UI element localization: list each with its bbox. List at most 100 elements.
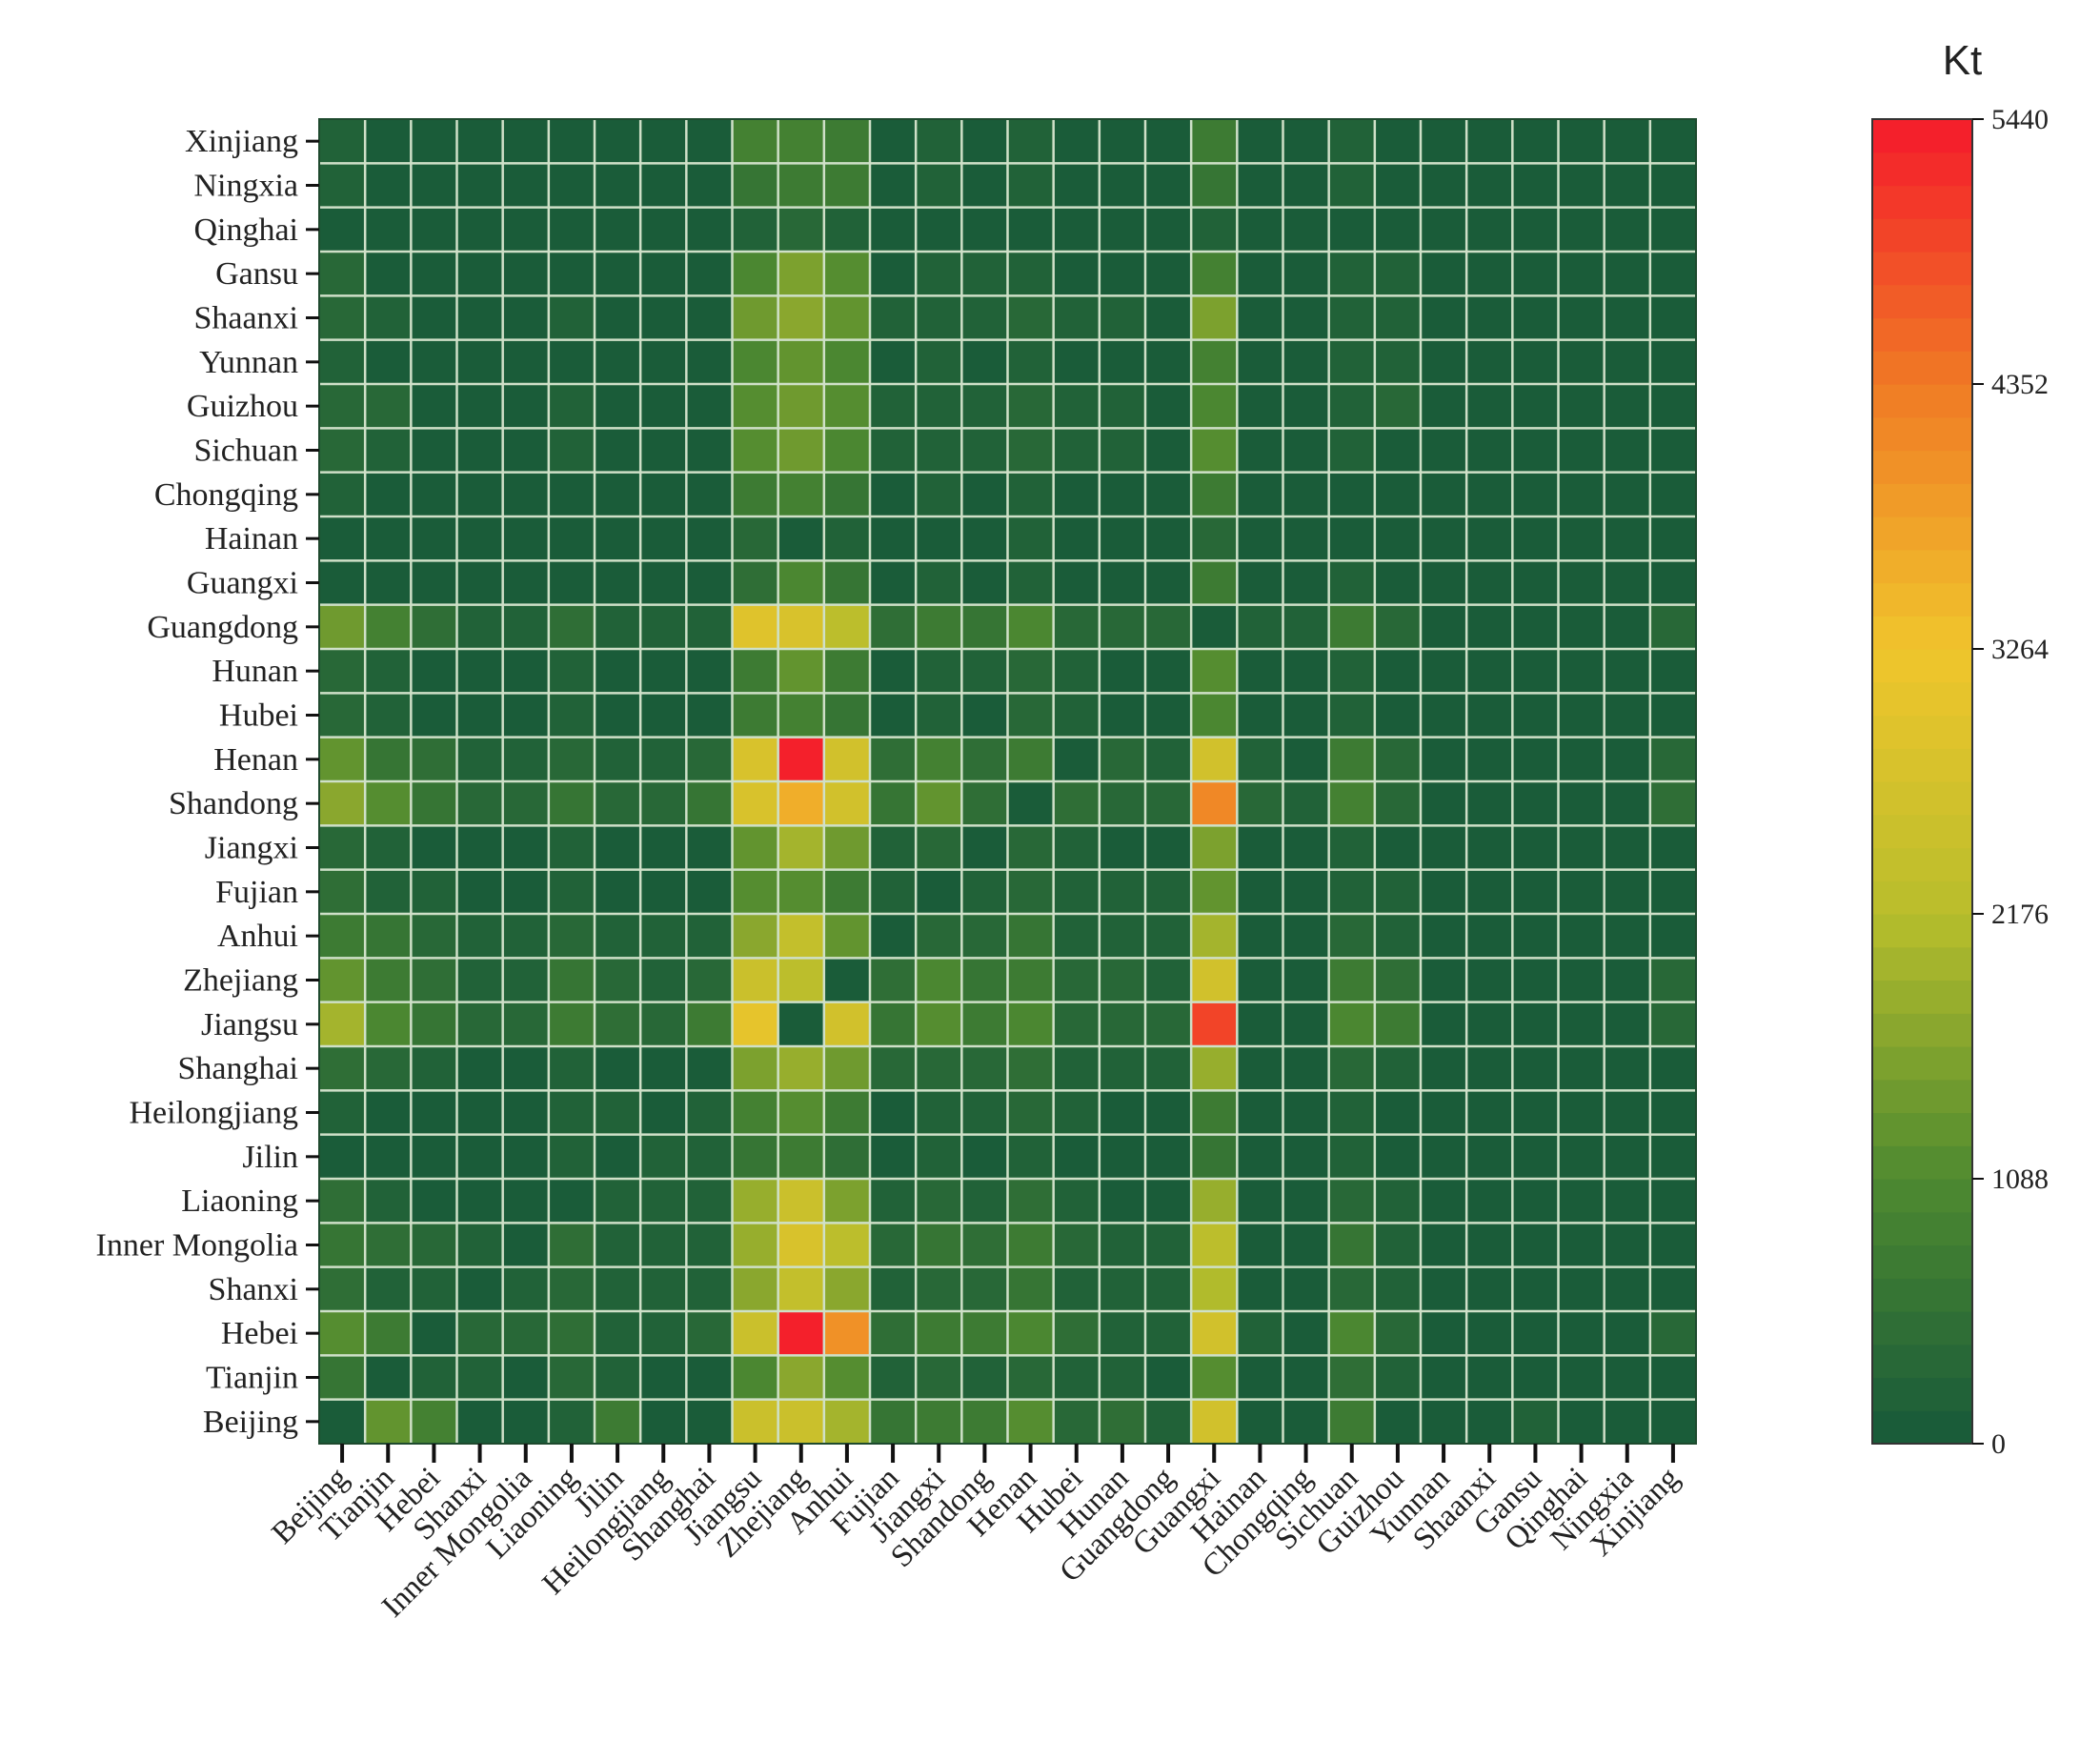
heatmap-cell-shandong-chongqing [1282, 781, 1329, 826]
heatmap-cell-guangdong-anhui [823, 604, 870, 649]
heatmap-cell-shaanxi-hunan [1099, 295, 1145, 340]
heatmap-cell-hebei-guizhou [1374, 1311, 1421, 1356]
colorbar-band [1872, 914, 1972, 948]
heatmap-cell-ningxia-yunnan [1421, 163, 1467, 208]
heatmap-cell-guangdong-shandong [961, 604, 1008, 649]
colorbar-band [1872, 218, 1972, 253]
heatmap-cell-qinghai-qinghai [1558, 207, 1605, 252]
heatmap-cell-shaanxi-anhui [823, 295, 870, 340]
heatmap-cell-tianjin-henan [1007, 1355, 1054, 1400]
heatmap-cell-hunan-guizhou [1374, 649, 1421, 694]
heatmap-cell-gansu-hainan [1237, 252, 1283, 296]
heatmap-cell-gansu-liaoning [548, 252, 595, 296]
heatmap-cell-chongqing-sichuan [1328, 472, 1375, 516]
heatmap-cell-jilin-shaanxi [1466, 1134, 1513, 1179]
heatmap-cell-shanxi-qinghai [1558, 1266, 1605, 1311]
heatmap-cell-ningxia-hebei [411, 163, 457, 208]
heatmap-cell-shandong-heilongjiang [640, 781, 687, 826]
heatmap-cell-yunnan-hunan [1099, 339, 1145, 384]
heatmap-cell-hunan-shanghai [686, 649, 733, 694]
heatmap-cell-shanghai-guangdong [1145, 1046, 1192, 1091]
heatmap-cell-shandong-sichuan [1328, 781, 1375, 826]
y-tick-label: Hebei [221, 1316, 298, 1351]
heatmap-cell-jiangxi-sichuan [1328, 825, 1375, 870]
heatmap-cell-heilongjiang-hebei [411, 1090, 457, 1135]
heatmap-cell-guizhou-hebei [411, 384, 457, 429]
heatmap-cell-ningxia-chongqing [1282, 163, 1329, 208]
y-tick-label: Shanxi [209, 1272, 298, 1307]
heatmap-cell-sichuan-heilongjiang [640, 428, 687, 473]
heatmap-cell-beijing-yunnan [1421, 1399, 1467, 1444]
heatmap-cell-jiangxi-yunnan [1421, 825, 1467, 870]
heatmap-cell-hainan-zhejiang [777, 516, 824, 561]
heatmap-cell-shanxi-zhejiang [777, 1266, 824, 1311]
heatmap-cell-guizhou-fujian [870, 384, 917, 429]
heatmap-cell-xinjiang-guangdong [1145, 119, 1192, 164]
heatmap-cell-guizhou-shanghai [686, 384, 733, 429]
heatmap-cell-fujian-jiangsu [732, 869, 778, 914]
heatmap-cell-beijing-heilongjiang [640, 1399, 687, 1444]
heatmap-cell-jiangxi-chongqing [1282, 825, 1329, 870]
heatmap-cell-shanxi-ningxia [1604, 1266, 1650, 1311]
heatmap-cell-hunan-shandong [961, 649, 1008, 694]
heatmap-cell-guizhou-shanxi [456, 384, 503, 429]
heatmap-cell-fujian-chongqing [1282, 869, 1329, 914]
heatmap-cell-jilin-jiangsu [732, 1134, 778, 1179]
heatmap-cell-shanxi-guangxi [1191, 1266, 1238, 1311]
heatmap-cell-jiangsu-hunan [1099, 1002, 1145, 1046]
heatmap-cell-hubei-shanghai [686, 693, 733, 738]
colorbar-band [1872, 1377, 1972, 1411]
heatmap-cell-jiangxi-shanghai [686, 825, 733, 870]
heatmap-cell-jiangxi-inner-mongolia [502, 825, 549, 870]
heatmap-cell-qinghai-yunnan [1421, 207, 1467, 252]
heatmap-cell-ningxia-heilongjiang [640, 163, 687, 208]
heatmap-cell-liaoning-guangdong [1145, 1179, 1192, 1224]
heatmap-cell-liaoning-anhui [823, 1179, 870, 1224]
heatmap-cell-shandong-jiangsu [732, 781, 778, 826]
heatmap-cell-inner-mongolia-guizhou [1374, 1223, 1421, 1267]
heatmap-cell-beijing-shaanxi [1466, 1399, 1513, 1444]
heatmap-cell-chongqing-chongqing [1282, 472, 1329, 516]
heatmap-cell-shandong-shanghai [686, 781, 733, 826]
heatmap-cell-shanxi-chongqing [1282, 1266, 1329, 1311]
y-tick-label: Qinghai [193, 212, 298, 248]
heatmap-cell-guangxi-anhui [823, 560, 870, 605]
heatmap-cell-gansu-jiangxi [916, 252, 962, 296]
heatmap-cell-liaoning-shandong [961, 1179, 1008, 1224]
heatmap-cell-tianjin-jilin [595, 1355, 641, 1400]
heatmap-cell-sichuan-hubei [1053, 428, 1100, 473]
heatmap-cell-jiangsu-guizhou [1374, 1002, 1421, 1046]
heatmap-cell-fujian-inner-mongolia [502, 869, 549, 914]
heatmap-cell-anhui-liaoning [548, 914, 595, 959]
heatmap-cell-inner-mongolia-guangxi [1191, 1223, 1238, 1267]
heatmap-cell-gansu-guangdong [1145, 252, 1192, 296]
heatmap-cell-gansu-shanghai [686, 252, 733, 296]
heatmap-cell-shanxi-yunnan [1421, 1266, 1467, 1311]
heatmap-cell-zhejiang-jiangxi [916, 958, 962, 1002]
heatmap-cell-henan-sichuan [1328, 737, 1375, 781]
y-tick-label: Chongqing [154, 477, 298, 513]
colorbar-band [1872, 1344, 1972, 1379]
heatmap-cell-ningxia-henan [1007, 163, 1054, 208]
heatmap-cell-hunan-hubei [1053, 649, 1100, 694]
colorbar-band [1872, 781, 1972, 816]
colorbar-tick-label: 1088 [1991, 1163, 2049, 1195]
heatmap-cell-ningxia-shanghai [686, 163, 733, 208]
heatmap-cell-fujian-hunan [1099, 869, 1145, 914]
heatmap-cell-liaoning-henan [1007, 1179, 1054, 1224]
heatmap-cell-zhejiang-yunnan [1421, 958, 1467, 1002]
heatmap-cell-xinjiang-inner-mongolia [502, 119, 549, 164]
heatmap-cell-gansu-inner-mongolia [502, 252, 549, 296]
heatmap-cell-chongqing-inner-mongolia [502, 472, 549, 516]
heatmap-cell-xinjiang-shaanxi [1466, 119, 1513, 164]
heatmap-cell-henan-shandong [961, 737, 1008, 781]
heatmap-cell-shandong-shandong [961, 781, 1008, 826]
heatmap-cell-qinghai-xinjiang [1649, 207, 1696, 252]
heatmap-cell-zhejiang-hunan [1099, 958, 1145, 1002]
colorbar-tick-label: 4352 [1991, 369, 2049, 400]
heatmap-cell-hunan-ningxia [1604, 649, 1650, 694]
heatmap-cell-anhui-xinjiang [1649, 914, 1696, 959]
heatmap-cell-jiangxi-hunan [1099, 825, 1145, 870]
heatmap-cell-shanghai-beijing [319, 1046, 366, 1091]
heatmap-cell-beijing-hebei [411, 1399, 457, 1444]
